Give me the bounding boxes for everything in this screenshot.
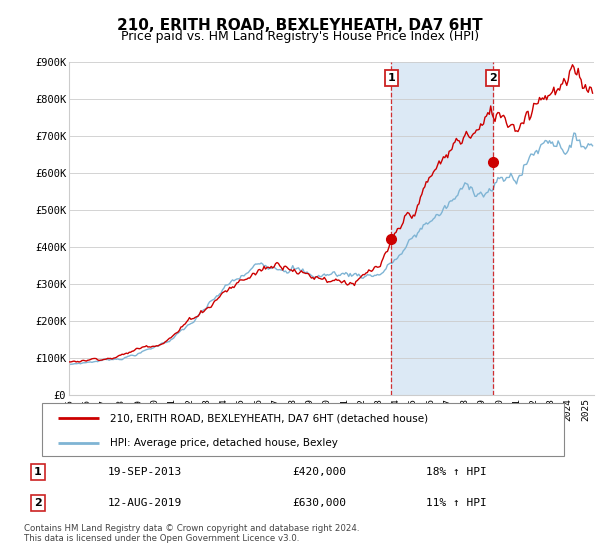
Text: £420,000: £420,000 [292, 467, 346, 477]
Text: HPI: Average price, detached house, Bexley: HPI: Average price, detached house, Bexl… [110, 438, 338, 448]
FancyBboxPatch shape [42, 403, 564, 456]
Text: 2: 2 [489, 73, 497, 83]
Text: 19-SEP-2013: 19-SEP-2013 [108, 467, 182, 477]
Text: 11% ↑ HPI: 11% ↑ HPI [426, 498, 487, 508]
Text: 2: 2 [34, 498, 42, 508]
Text: 18% ↑ HPI: 18% ↑ HPI [426, 467, 487, 477]
Text: £630,000: £630,000 [292, 498, 346, 508]
Text: 1: 1 [388, 73, 395, 83]
Text: 1: 1 [34, 467, 42, 477]
Text: 210, ERITH ROAD, BEXLEYHEATH, DA7 6HT: 210, ERITH ROAD, BEXLEYHEATH, DA7 6HT [117, 18, 483, 33]
Text: 12-AUG-2019: 12-AUG-2019 [108, 498, 182, 508]
Text: Contains HM Land Registry data © Crown copyright and database right 2024.
This d: Contains HM Land Registry data © Crown c… [24, 524, 359, 543]
Text: Price paid vs. HM Land Registry's House Price Index (HPI): Price paid vs. HM Land Registry's House … [121, 30, 479, 43]
Bar [391, 62, 493, 395]
Text: 210, ERITH ROAD, BEXLEYHEATH, DA7 6HT (detached house): 210, ERITH ROAD, BEXLEYHEATH, DA7 6HT (d… [110, 413, 428, 423]
